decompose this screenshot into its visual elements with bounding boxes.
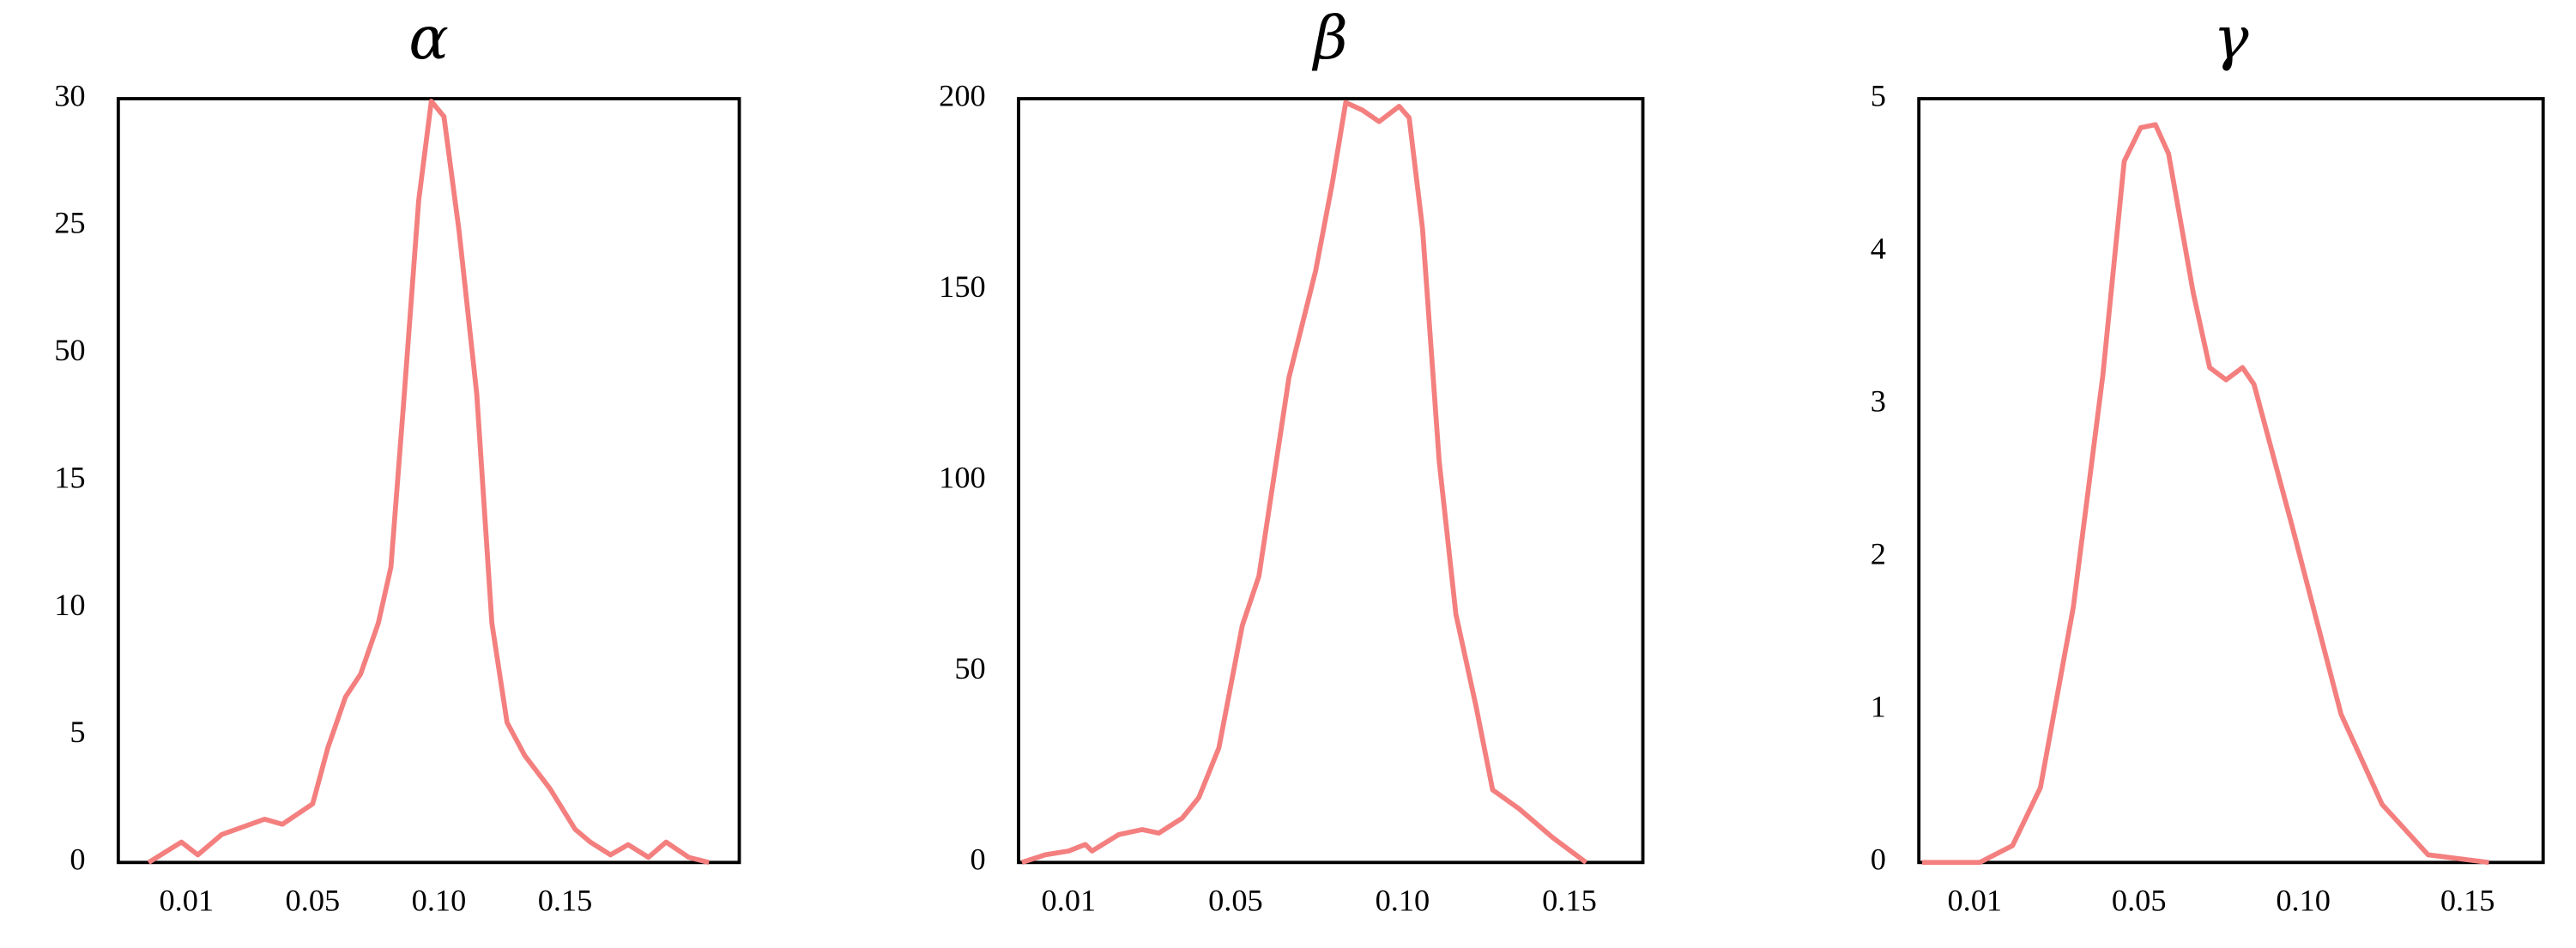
x-tick-label: 0.10 bbox=[412, 883, 467, 917]
x-tick-label: 0.15 bbox=[538, 883, 593, 917]
y-tick-label: 150 bbox=[939, 269, 986, 304]
x-tick-label: 0.15 bbox=[1542, 883, 1597, 917]
x-tick-label: 0.05 bbox=[1208, 883, 1263, 917]
x-tick-label: 0.01 bbox=[1947, 883, 2002, 917]
y-tick-label: 1 bbox=[1871, 690, 1886, 724]
x-tick-label: 0.05 bbox=[2112, 883, 2167, 917]
data-line bbox=[1021, 100, 1588, 866]
y-tick-label: 0 bbox=[70, 842, 85, 877]
y-tick-label: 5 bbox=[70, 715, 85, 749]
y-tick-label: 2 bbox=[1871, 537, 1886, 571]
x-tick-label: 0.05 bbox=[286, 883, 341, 917]
y-tick-label: 0 bbox=[1871, 842, 1886, 877]
y-tick-label: 50 bbox=[954, 651, 985, 685]
y-tick-label: 3 bbox=[1871, 383, 1886, 418]
chart-title: γ bbox=[2213, 4, 2249, 73]
x-tick-label: 0.10 bbox=[2276, 883, 2331, 917]
x-tick-label: 0.15 bbox=[2440, 883, 2495, 917]
x-tick-label: 0.10 bbox=[1376, 883, 1430, 917]
plot-frame bbox=[1017, 97, 1645, 865]
x-tick-label: 0.01 bbox=[1042, 883, 1097, 917]
y-tick-label: 0 bbox=[971, 842, 986, 877]
plot-frame bbox=[116, 97, 741, 865]
y-tick-label: 15 bbox=[54, 461, 85, 495]
plot-frame bbox=[1917, 97, 2545, 865]
chart-title: β bbox=[1311, 4, 1348, 73]
y-tick-label: 50 bbox=[54, 333, 85, 367]
chart-title: α bbox=[408, 4, 449, 73]
y-tick-label: 10 bbox=[54, 588, 85, 622]
y-tick-label: 200 bbox=[939, 78, 986, 112]
data-line bbox=[1922, 122, 2489, 866]
y-tick-label: 100 bbox=[939, 461, 986, 495]
data-line bbox=[147, 99, 710, 866]
y-tick-label: 30 bbox=[54, 78, 85, 112]
y-tick-label: 4 bbox=[1871, 231, 1886, 265]
y-tick-label: 25 bbox=[54, 206, 85, 240]
x-tick-label: 0.01 bbox=[159, 883, 214, 917]
y-tick-label: 5 bbox=[1871, 78, 1886, 112]
